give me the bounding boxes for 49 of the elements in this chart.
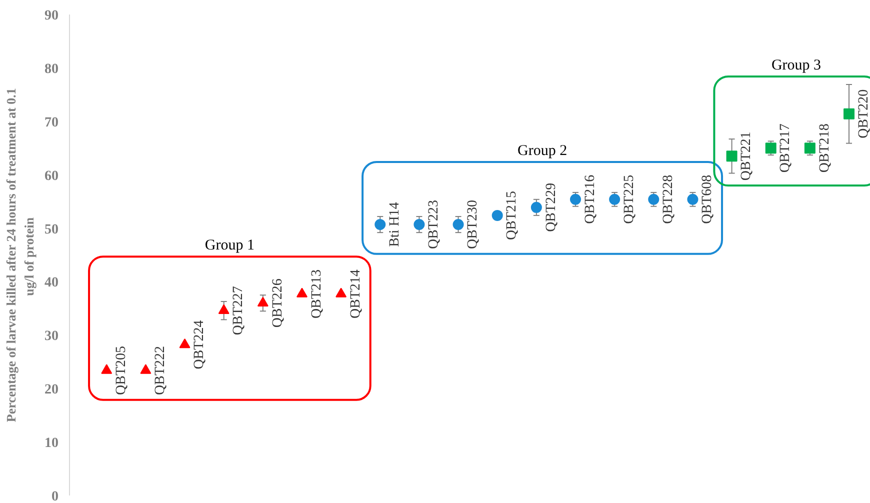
- x-tick-label: QBT218: [817, 124, 832, 173]
- x-tick-label: QBT222: [153, 346, 168, 395]
- point: [140, 364, 152, 374]
- y-tick-label: 0: [52, 490, 58, 503]
- y-tick-label: 40: [44, 276, 58, 291]
- point: [804, 142, 816, 154]
- text: Group 1: [204, 237, 254, 254]
- point: [336, 288, 347, 298]
- point: [374, 219, 386, 230]
- point: [296, 288, 308, 298]
- x-tick-label: QBT214: [348, 270, 364, 319]
- x-tick-label: QBT205: [114, 346, 129, 395]
- point: [101, 364, 112, 374]
- x-tick-label: QBT224: [192, 320, 208, 370]
- x-tick-label: QBT221: [739, 132, 754, 181]
- x-tick-label: QBT220: [856, 89, 870, 138]
- y-tick-label: 70: [44, 115, 58, 130]
- x-tick-label: QBT216: [582, 174, 598, 224]
- y-tick-label: 30: [44, 329, 58, 344]
- point: [492, 210, 503, 221]
- y-tick-label: 60: [44, 168, 58, 184]
- y-tick-label: 50: [44, 222, 58, 238]
- text: Group 2: [517, 142, 568, 159]
- y-tick-label: 80: [44, 62, 58, 77]
- x-tick-label: QBT225: [622, 174, 637, 224]
- x-tick-label: QBT230: [466, 200, 481, 250]
- x-tick-label: QBT228: [660, 174, 676, 224]
- x-tick-label: QBT608: [700, 174, 716, 224]
- x-tick-label: QBT213: [309, 270, 324, 319]
- point: [414, 219, 425, 230]
- y-tick-label: 90: [44, 8, 58, 24]
- x-tick-label: QBT227: [231, 286, 246, 336]
- point: [726, 150, 738, 162]
- point: [844, 108, 855, 120]
- x-tick-label: QBT217: [778, 124, 794, 173]
- x-tick-label: QBT226: [270, 278, 286, 328]
- point: [530, 202, 542, 213]
- y-axis-title: Percentage of larvae killed after 24 hours of treatment at 0.1 ug/l of protein: [4, 88, 36, 422]
- point: [452, 219, 464, 230]
- y-tick-label: 10: [44, 436, 58, 452]
- point: [218, 304, 230, 314]
- text: Group 3: [771, 57, 822, 74]
- x-tick-label: QBT223: [426, 200, 442, 250]
- y-tick-label: 20: [44, 382, 58, 398]
- point: [179, 338, 190, 348]
- point: [765, 142, 776, 154]
- x-tick-label: QBT215: [504, 190, 520, 240]
- x-tick-label: Bti H14: [387, 202, 402, 247]
- x-tick-label: QBT229: [544, 182, 559, 232]
